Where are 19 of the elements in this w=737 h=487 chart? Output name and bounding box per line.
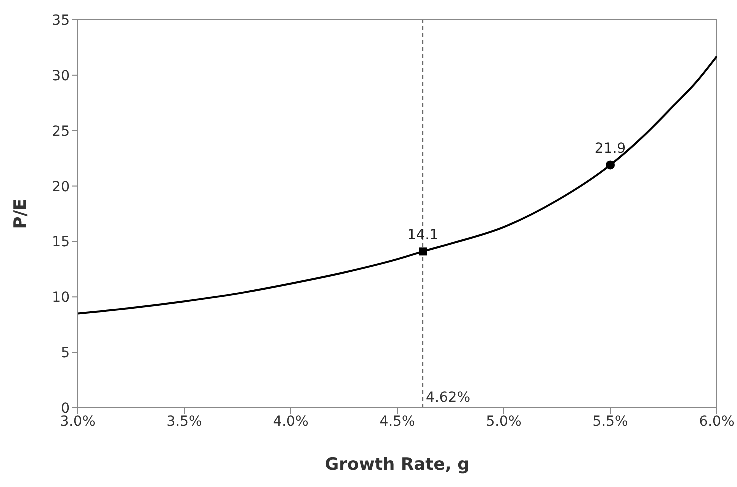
x-tick-label: 5.0%: [486, 414, 522, 430]
x-axis-title: Growth Rate, g: [325, 455, 470, 475]
x-tick-label: 5.5%: [592, 414, 628, 430]
x-tick-label: 4.5%: [380, 414, 416, 430]
x-tick-label: 3.5%: [166, 414, 202, 430]
ref-line-label: 4.62%: [426, 390, 471, 406]
y-tick-label: 25: [52, 124, 70, 140]
annotation: 21.9: [594, 141, 626, 158]
y-tick-label: 5: [61, 346, 70, 362]
y-tick-label: 10: [52, 290, 70, 306]
y-axis-title: P/E: [11, 198, 32, 230]
y-tick-label: 20: [52, 179, 70, 196]
x-tick-label: 4.0%: [273, 414, 309, 430]
y-tick-label: 35: [52, 12, 70, 29]
y-tick-label: 30: [52, 68, 70, 84]
x-tick-label: 6.0%: [699, 414, 735, 430]
line-series: [78, 56, 717, 315]
annotation: 14.1: [407, 228, 439, 244]
y-tick-label: 15: [52, 234, 70, 251]
